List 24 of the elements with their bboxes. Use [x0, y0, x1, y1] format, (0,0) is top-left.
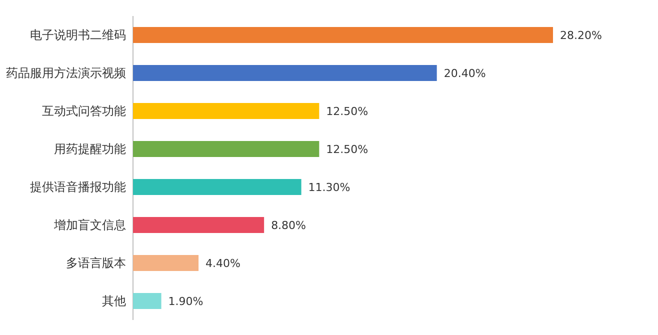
y-tick-label: 电子说明书二维码 — [30, 28, 126, 42]
data-label: 11.30% — [308, 181, 350, 194]
data-label: 1.90% — [168, 295, 204, 308]
data-label: 12.50% — [326, 105, 368, 118]
y-tick-label: 其他 — [102, 294, 126, 308]
y-tick-label: 药品服用方法演示视频 — [6, 66, 126, 80]
y-tick-label: 用药提醒功能 — [54, 142, 126, 156]
bar — [133, 255, 199, 271]
data-label: 20.40% — [444, 67, 486, 80]
bar — [133, 65, 437, 81]
bar — [133, 179, 302, 195]
y-tick-label: 多语言版本 — [66, 256, 126, 270]
y-tick-label: 增加盲文信息 — [53, 218, 126, 232]
bar — [133, 141, 320, 157]
y-tick-label: 提供语音播报功能 — [30, 180, 126, 194]
bar — [133, 217, 264, 233]
bar — [133, 103, 320, 119]
bar — [133, 27, 553, 43]
data-label: 28.20% — [560, 29, 602, 42]
data-label: 4.40% — [206, 257, 240, 270]
bar — [133, 293, 162, 309]
data-label: 8.80% — [271, 219, 306, 232]
data-label: 12.50% — [326, 143, 368, 156]
y-tick-label: 互动式问答功能 — [42, 104, 126, 118]
